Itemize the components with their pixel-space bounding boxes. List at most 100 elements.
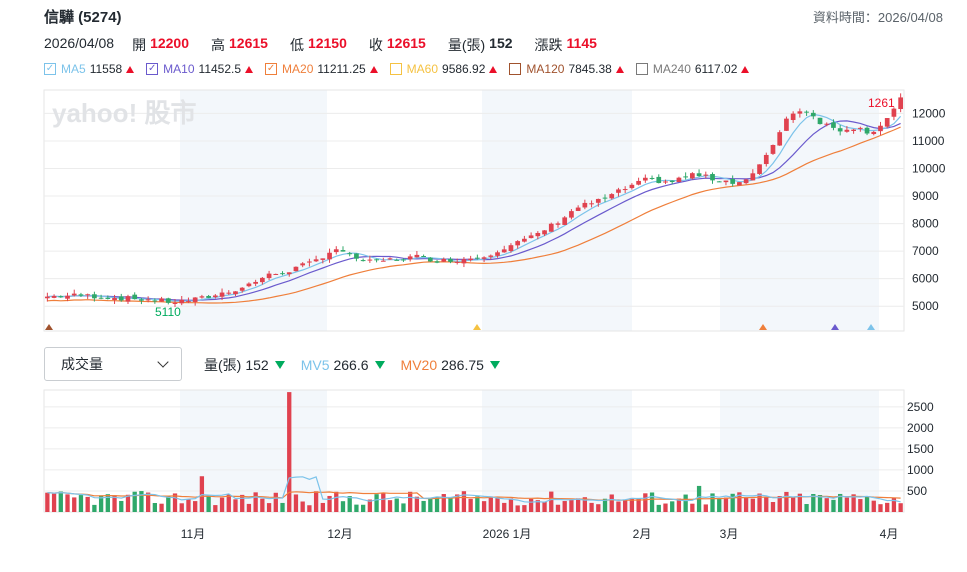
x-tick-label: 3月 — [720, 527, 739, 541]
volume-bar — [844, 497, 850, 512]
candle-body — [320, 258, 326, 260]
volume-bar — [219, 497, 225, 512]
candle-body — [414, 254, 420, 258]
volume-bar — [515, 505, 520, 512]
checkbox-icon[interactable] — [389, 63, 402, 75]
candle-body — [528, 235, 534, 239]
close-value: 12615 — [386, 35, 426, 51]
data-time: 資料時間：2026/04/08 — [812, 10, 943, 25]
candle-body — [186, 301, 191, 303]
volume-bar — [408, 491, 413, 512]
candle-body — [837, 128, 843, 132]
candle-body — [871, 131, 877, 135]
high-value: 12615 — [229, 35, 268, 51]
ma-toggle-ma60[interactable]: MA60 9586.92 — [389, 62, 498, 76]
checkbox-checked-icon[interactable]: ✓ — [146, 63, 159, 75]
candle-body — [172, 302, 178, 304]
vol-label: 量(張) — [204, 357, 242, 373]
up-arrow-icon — [615, 65, 624, 73]
down-arrow-icon — [489, 361, 500, 369]
volume-bar — [253, 492, 258, 512]
ma-toggle-ma20[interactable]: ✓ MA20 11211.25 — [265, 62, 378, 76]
volume-bar — [367, 499, 373, 512]
volume-bar — [562, 501, 567, 512]
volume-bar — [743, 497, 749, 512]
ma-toggle-ma120[interactable]: MA120 7845.38 — [509, 62, 624, 76]
x-tick-label: 4月 — [880, 527, 899, 541]
checkbox-icon[interactable] — [635, 63, 648, 75]
ma5-line — [47, 113, 902, 302]
volume-bar — [481, 501, 487, 512]
event-marker-icon — [831, 324, 839, 330]
candle-body — [461, 259, 467, 264]
candle-body — [239, 287, 245, 291]
volume-bar — [750, 498, 755, 512]
candle-body — [58, 296, 64, 298]
ma-name: MA60 — [406, 62, 439, 76]
volume-bar — [710, 493, 715, 512]
high-label: 高 — [211, 37, 226, 53]
checkbox-checked-icon[interactable]: ✓ — [44, 63, 56, 75]
volume-bar — [307, 505, 312, 512]
volume-bar — [78, 495, 84, 512]
volume-legend: 量(張) 152 MV5 266.6 MV20 286.75 — [204, 355, 500, 375]
candle-body — [98, 297, 104, 299]
candle-body — [864, 127, 870, 134]
open-value: 12200 — [150, 35, 190, 51]
volume-bar — [757, 493, 762, 512]
volume-bar — [421, 500, 426, 512]
volume-bar — [475, 496, 480, 512]
candle-body — [354, 253, 359, 259]
volume-bar — [602, 498, 608, 512]
candle-body — [602, 197, 608, 199]
low-value: 12150 — [307, 35, 347, 51]
candle-body — [797, 111, 803, 114]
y-tick-label: 500 — [907, 484, 927, 498]
event-marker-icon — [867, 324, 875, 330]
ma-toggle-ma10[interactable]: ✓ MA10 11452.5 — [146, 62, 254, 76]
candle-body — [636, 180, 641, 185]
candle-body — [824, 123, 830, 125]
down-arrow-icon — [374, 361, 385, 369]
candle-body — [454, 261, 460, 263]
volume-value: 152 — [489, 35, 513, 51]
candle-body — [273, 273, 279, 275]
volume-bar — [535, 500, 540, 512]
candle-body — [817, 117, 823, 125]
volume-bar — [589, 502, 594, 512]
candle-body — [622, 189, 628, 191]
volume-bar — [233, 499, 238, 512]
ma-toggle-ma5[interactable]: ✓ MA5 11558 — [44, 62, 135, 76]
volume-bar — [293, 494, 299, 512]
candle-body — [159, 298, 164, 302]
volume-bar — [119, 500, 124, 512]
mv20-value: 286.75 — [441, 357, 484, 373]
candle-body — [609, 194, 615, 199]
candle-body — [340, 250, 346, 252]
checkbox-checked-icon[interactable]: ✓ — [265, 63, 278, 75]
volume-bar — [495, 497, 500, 512]
volume-bar — [717, 498, 722, 512]
y-tick-label: 6000 — [912, 272, 939, 286]
y-tick-label: 11000 — [912, 134, 945, 148]
ma-toggle-ma240[interactable]: MA240 6117.02 — [635, 62, 750, 76]
volume-bar — [871, 500, 876, 512]
candle-body — [777, 132, 783, 146]
volume-bar — [811, 494, 816, 512]
volume-bar — [300, 501, 305, 512]
candle-body — [307, 261, 312, 263]
change-label: 漲跌 — [534, 37, 563, 53]
candle-body — [152, 300, 158, 302]
volume-bar — [327, 495, 332, 512]
candle-body — [367, 259, 373, 261]
volume-bar — [549, 491, 554, 512]
candle-body — [145, 299, 151, 301]
y-tick-label: 2500 — [907, 400, 934, 414]
candle-body — [730, 179, 736, 184]
volume-bar — [508, 498, 514, 512]
volume-bar — [629, 497, 635, 512]
checkbox-icon[interactable] — [509, 63, 522, 75]
volume-bar — [65, 494, 70, 512]
shaded-month-band — [720, 390, 879, 512]
indicator-select[interactable]: 成交量 — [44, 347, 182, 381]
